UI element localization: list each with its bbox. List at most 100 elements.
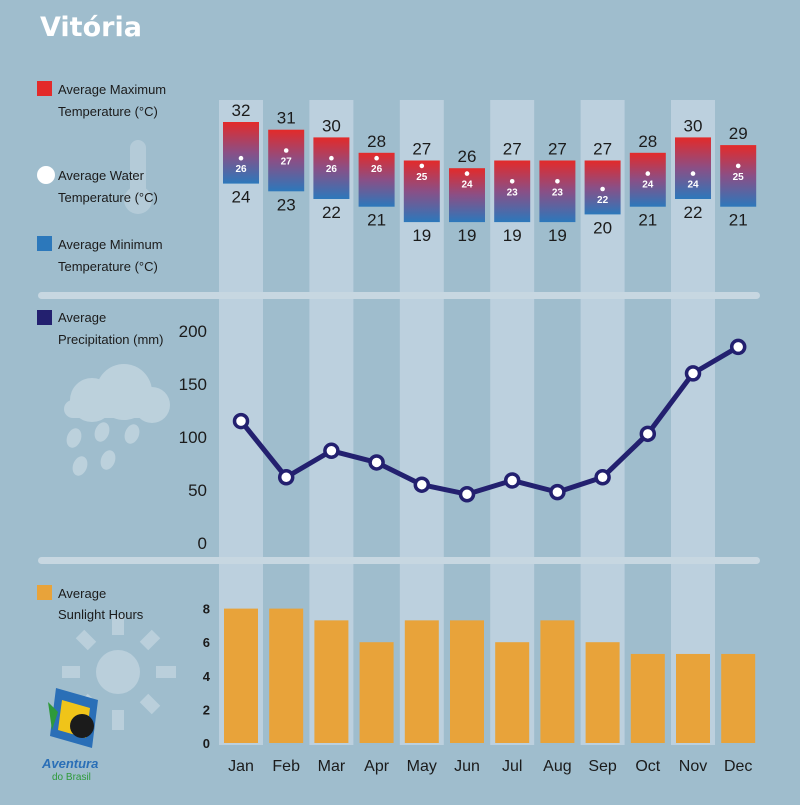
month-label-mar: Mar xyxy=(318,758,346,775)
legend-water-line1: Average Water xyxy=(58,168,145,183)
sun-tick-2: 2 xyxy=(203,702,210,717)
sun-tick-0: 0 xyxy=(203,736,210,751)
month-label-apr: Apr xyxy=(364,758,390,775)
legend-sun-line2: Sunlight Hours xyxy=(58,607,144,622)
water-temp-dot-feb xyxy=(283,148,289,153)
legend-swatch-sun xyxy=(37,585,52,600)
max-temp-label-apr: 28 xyxy=(367,132,386,151)
precipitation-y-axis: 0 50 100 150 200 xyxy=(179,322,207,553)
thermometer-icon xyxy=(124,140,152,214)
precip-point-dec xyxy=(729,338,747,356)
sun-tick-4: 4 xyxy=(203,669,211,684)
water-temp-dot-oct xyxy=(645,171,651,176)
precip-point-nov xyxy=(684,365,702,382)
sunlight-y-axis: 0 2 4 6 8 xyxy=(203,602,211,751)
sun-bar-sep xyxy=(585,642,620,743)
temp-bar-jul xyxy=(494,160,531,223)
month-label-jul: Jul xyxy=(502,758,522,775)
sun-bar-apr xyxy=(359,642,394,743)
month-label-dec: Dec xyxy=(724,758,752,775)
legend-max-temp: Average Maximum Temperature (°C) xyxy=(37,81,166,119)
precip-point-sep xyxy=(594,469,611,486)
precip-tick-100: 100 xyxy=(179,428,207,447)
min-temp-label-jul: 19 xyxy=(503,226,522,245)
temp-bar-dec xyxy=(720,145,757,207)
sun-tick-6: 6 xyxy=(203,635,210,650)
sun-tick-8: 8 xyxy=(203,602,210,617)
sun-icon xyxy=(62,615,176,730)
min-temp-label-mar: 22 xyxy=(322,203,341,222)
water-temp-label-sep: 22 xyxy=(597,195,609,206)
water-temp-label-aug: 23 xyxy=(552,187,564,198)
precip-point-jun xyxy=(458,485,476,503)
max-temp-label-sep: 27 xyxy=(593,140,612,159)
legend-swatch-min xyxy=(37,236,52,251)
min-temp-label-feb: 23 xyxy=(277,195,296,214)
month-label-jan: Jan xyxy=(228,758,254,775)
precip-tick-50: 50 xyxy=(188,481,207,500)
sun-bar-mar xyxy=(314,620,349,743)
legend-min-temp: Average Minimum Temperature (°C) xyxy=(37,236,163,274)
max-temp-label-dec: 29 xyxy=(729,124,748,143)
max-temp-label-may: 27 xyxy=(412,140,431,159)
legend-precipitation: Average Precipitation (mm) xyxy=(37,310,163,347)
min-temp-label-dec: 21 xyxy=(729,211,748,230)
legend-precip-line1: Average xyxy=(58,310,106,325)
logo-leaf xyxy=(48,702,58,730)
max-temp-label-jan: 32 xyxy=(232,101,251,120)
month-label-jun: Jun xyxy=(454,758,480,775)
min-temp-label-may: 19 xyxy=(412,226,431,245)
precip-tick-200: 200 xyxy=(179,322,207,341)
water-temp-label-jun: 24 xyxy=(461,180,473,191)
water-temp-label-jul: 23 xyxy=(507,187,519,198)
sun-bar-feb xyxy=(269,608,304,743)
max-temp-label-feb: 31 xyxy=(277,109,296,128)
legend-water-line2: Temperature (°C) xyxy=(58,190,158,205)
month-label-nov: Nov xyxy=(679,758,707,775)
precip-point-apr xyxy=(368,454,385,471)
precip-point-feb xyxy=(277,469,295,486)
sun-bar-jun xyxy=(450,620,484,743)
min-temp-label-oct: 21 xyxy=(638,211,657,230)
water-temp-dot-jan xyxy=(238,155,244,161)
precip-point-jul xyxy=(503,472,521,489)
precip-point-jan xyxy=(232,412,250,430)
legend-swatch-water xyxy=(37,166,55,184)
water-temp-dot-sep xyxy=(600,186,605,192)
water-temp-label-jan: 26 xyxy=(235,164,247,175)
water-temp-dot-nov xyxy=(690,171,696,176)
month-label-sep: Sep xyxy=(588,758,617,775)
max-temp-label-oct: 28 xyxy=(638,132,657,151)
brand-tagline: do Brasil xyxy=(52,772,91,783)
month-label-oct: Oct xyxy=(635,758,660,775)
legend-precip-line2: Precipitation (mm) xyxy=(58,332,163,347)
min-temp-label-nov: 22 xyxy=(684,203,703,222)
temp-bar-feb xyxy=(268,129,305,192)
column-band-nov xyxy=(671,100,715,745)
temp-bar-oct xyxy=(629,152,666,207)
max-temp-label-jun: 26 xyxy=(458,147,477,166)
water-temp-dot-mar xyxy=(329,155,334,161)
water-temp-dot-dec xyxy=(735,163,741,169)
precip-tick-150: 150 xyxy=(179,375,207,394)
min-temp-label-jun: 19 xyxy=(458,226,477,245)
min-temp-label-aug: 19 xyxy=(548,226,567,245)
precip-point-mar xyxy=(323,442,340,460)
water-temp-dot-may xyxy=(419,163,425,169)
month-label-may: May xyxy=(407,758,437,775)
legend-swatch-max xyxy=(37,81,52,96)
max-temp-label-nov: 30 xyxy=(684,116,703,135)
temp-bar-aug xyxy=(539,160,576,223)
legend-sunlight: Average Sunlight Hours xyxy=(37,585,144,622)
sun-bar-jul xyxy=(495,642,530,743)
legend-water-temp: Average Water Temperature (°C) xyxy=(37,166,158,205)
min-temp-label-jan: 24 xyxy=(232,188,251,207)
precip-tick-0: 0 xyxy=(198,534,207,553)
legend-sun-line1: Average xyxy=(58,586,106,601)
water-temp-dot-aug xyxy=(555,179,560,184)
temperature-chart: 32 24 26 31 23 27 30 22 26 28 21 26 27 19 25 26 19 24 27 19… xyxy=(223,101,757,245)
precipitation-line xyxy=(239,344,740,497)
sun-bar-jan xyxy=(224,608,258,743)
